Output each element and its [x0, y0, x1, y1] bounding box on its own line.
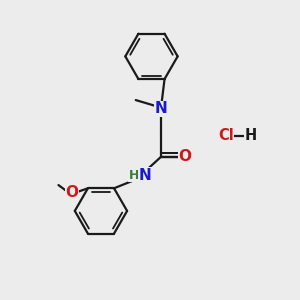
- Text: H: H: [244, 128, 256, 143]
- Text: N: N: [139, 168, 151, 183]
- Text: H: H: [129, 169, 139, 182]
- Text: N: N: [155, 101, 168, 116]
- Text: Cl: Cl: [218, 128, 234, 143]
- Text: O: O: [66, 185, 79, 200]
- Text: O: O: [178, 149, 192, 164]
